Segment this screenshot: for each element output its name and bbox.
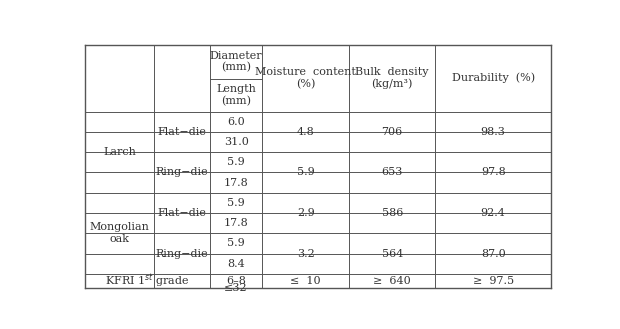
Text: ≥  640: ≥ 640	[373, 276, 411, 286]
Text: Durability  (%): Durability (%)	[451, 73, 534, 83]
Text: 586: 586	[381, 208, 403, 218]
Text: KFRI 1$^{st}$ grade: KFRI 1$^{st}$ grade	[105, 272, 190, 290]
Text: 5.9: 5.9	[227, 157, 245, 167]
Text: 653: 653	[381, 167, 403, 177]
Text: 31.0: 31.0	[224, 137, 249, 147]
Text: Larch: Larch	[103, 147, 136, 157]
Text: ≥  97.5: ≥ 97.5	[472, 276, 514, 286]
Text: Moisture  content
(%): Moisture content (%)	[255, 67, 356, 89]
Text: Bulk  density
(kg/m³): Bulk density (kg/m³)	[355, 67, 429, 89]
Text: 564: 564	[381, 248, 403, 259]
Text: 17.8: 17.8	[224, 218, 249, 228]
Text: 706: 706	[381, 127, 403, 137]
Text: Length
(mm): Length (mm)	[216, 84, 256, 106]
Text: 98.3: 98.3	[480, 127, 505, 137]
Text: ≤  10: ≤ 10	[290, 276, 321, 286]
Text: 6–8: 6–8	[226, 276, 246, 286]
Text: Mongolian
oak: Mongolian oak	[90, 222, 149, 244]
Text: 5.9: 5.9	[227, 239, 245, 248]
Text: Flat−die: Flat−die	[157, 127, 206, 137]
Text: 5.9: 5.9	[297, 167, 314, 177]
Text: 6.0: 6.0	[227, 117, 245, 127]
Text: 97.8: 97.8	[480, 167, 505, 177]
Text: 8.4: 8.4	[227, 259, 245, 269]
Text: 4.8: 4.8	[297, 127, 314, 137]
Text: Ring−die: Ring−die	[156, 248, 208, 259]
Text: 87.0: 87.0	[480, 248, 505, 259]
Text: Ring−die: Ring−die	[156, 167, 208, 177]
Text: 2.9: 2.9	[297, 208, 314, 218]
Text: 5.9: 5.9	[227, 198, 245, 208]
Text: 3.2: 3.2	[297, 248, 314, 259]
Text: 17.8: 17.8	[224, 178, 249, 188]
Text: ≤32: ≤32	[224, 283, 248, 293]
Text: Diameter
(mm): Diameter (mm)	[210, 51, 262, 73]
Text: 92.4: 92.4	[480, 208, 505, 218]
Text: Flat−die: Flat−die	[157, 208, 206, 218]
